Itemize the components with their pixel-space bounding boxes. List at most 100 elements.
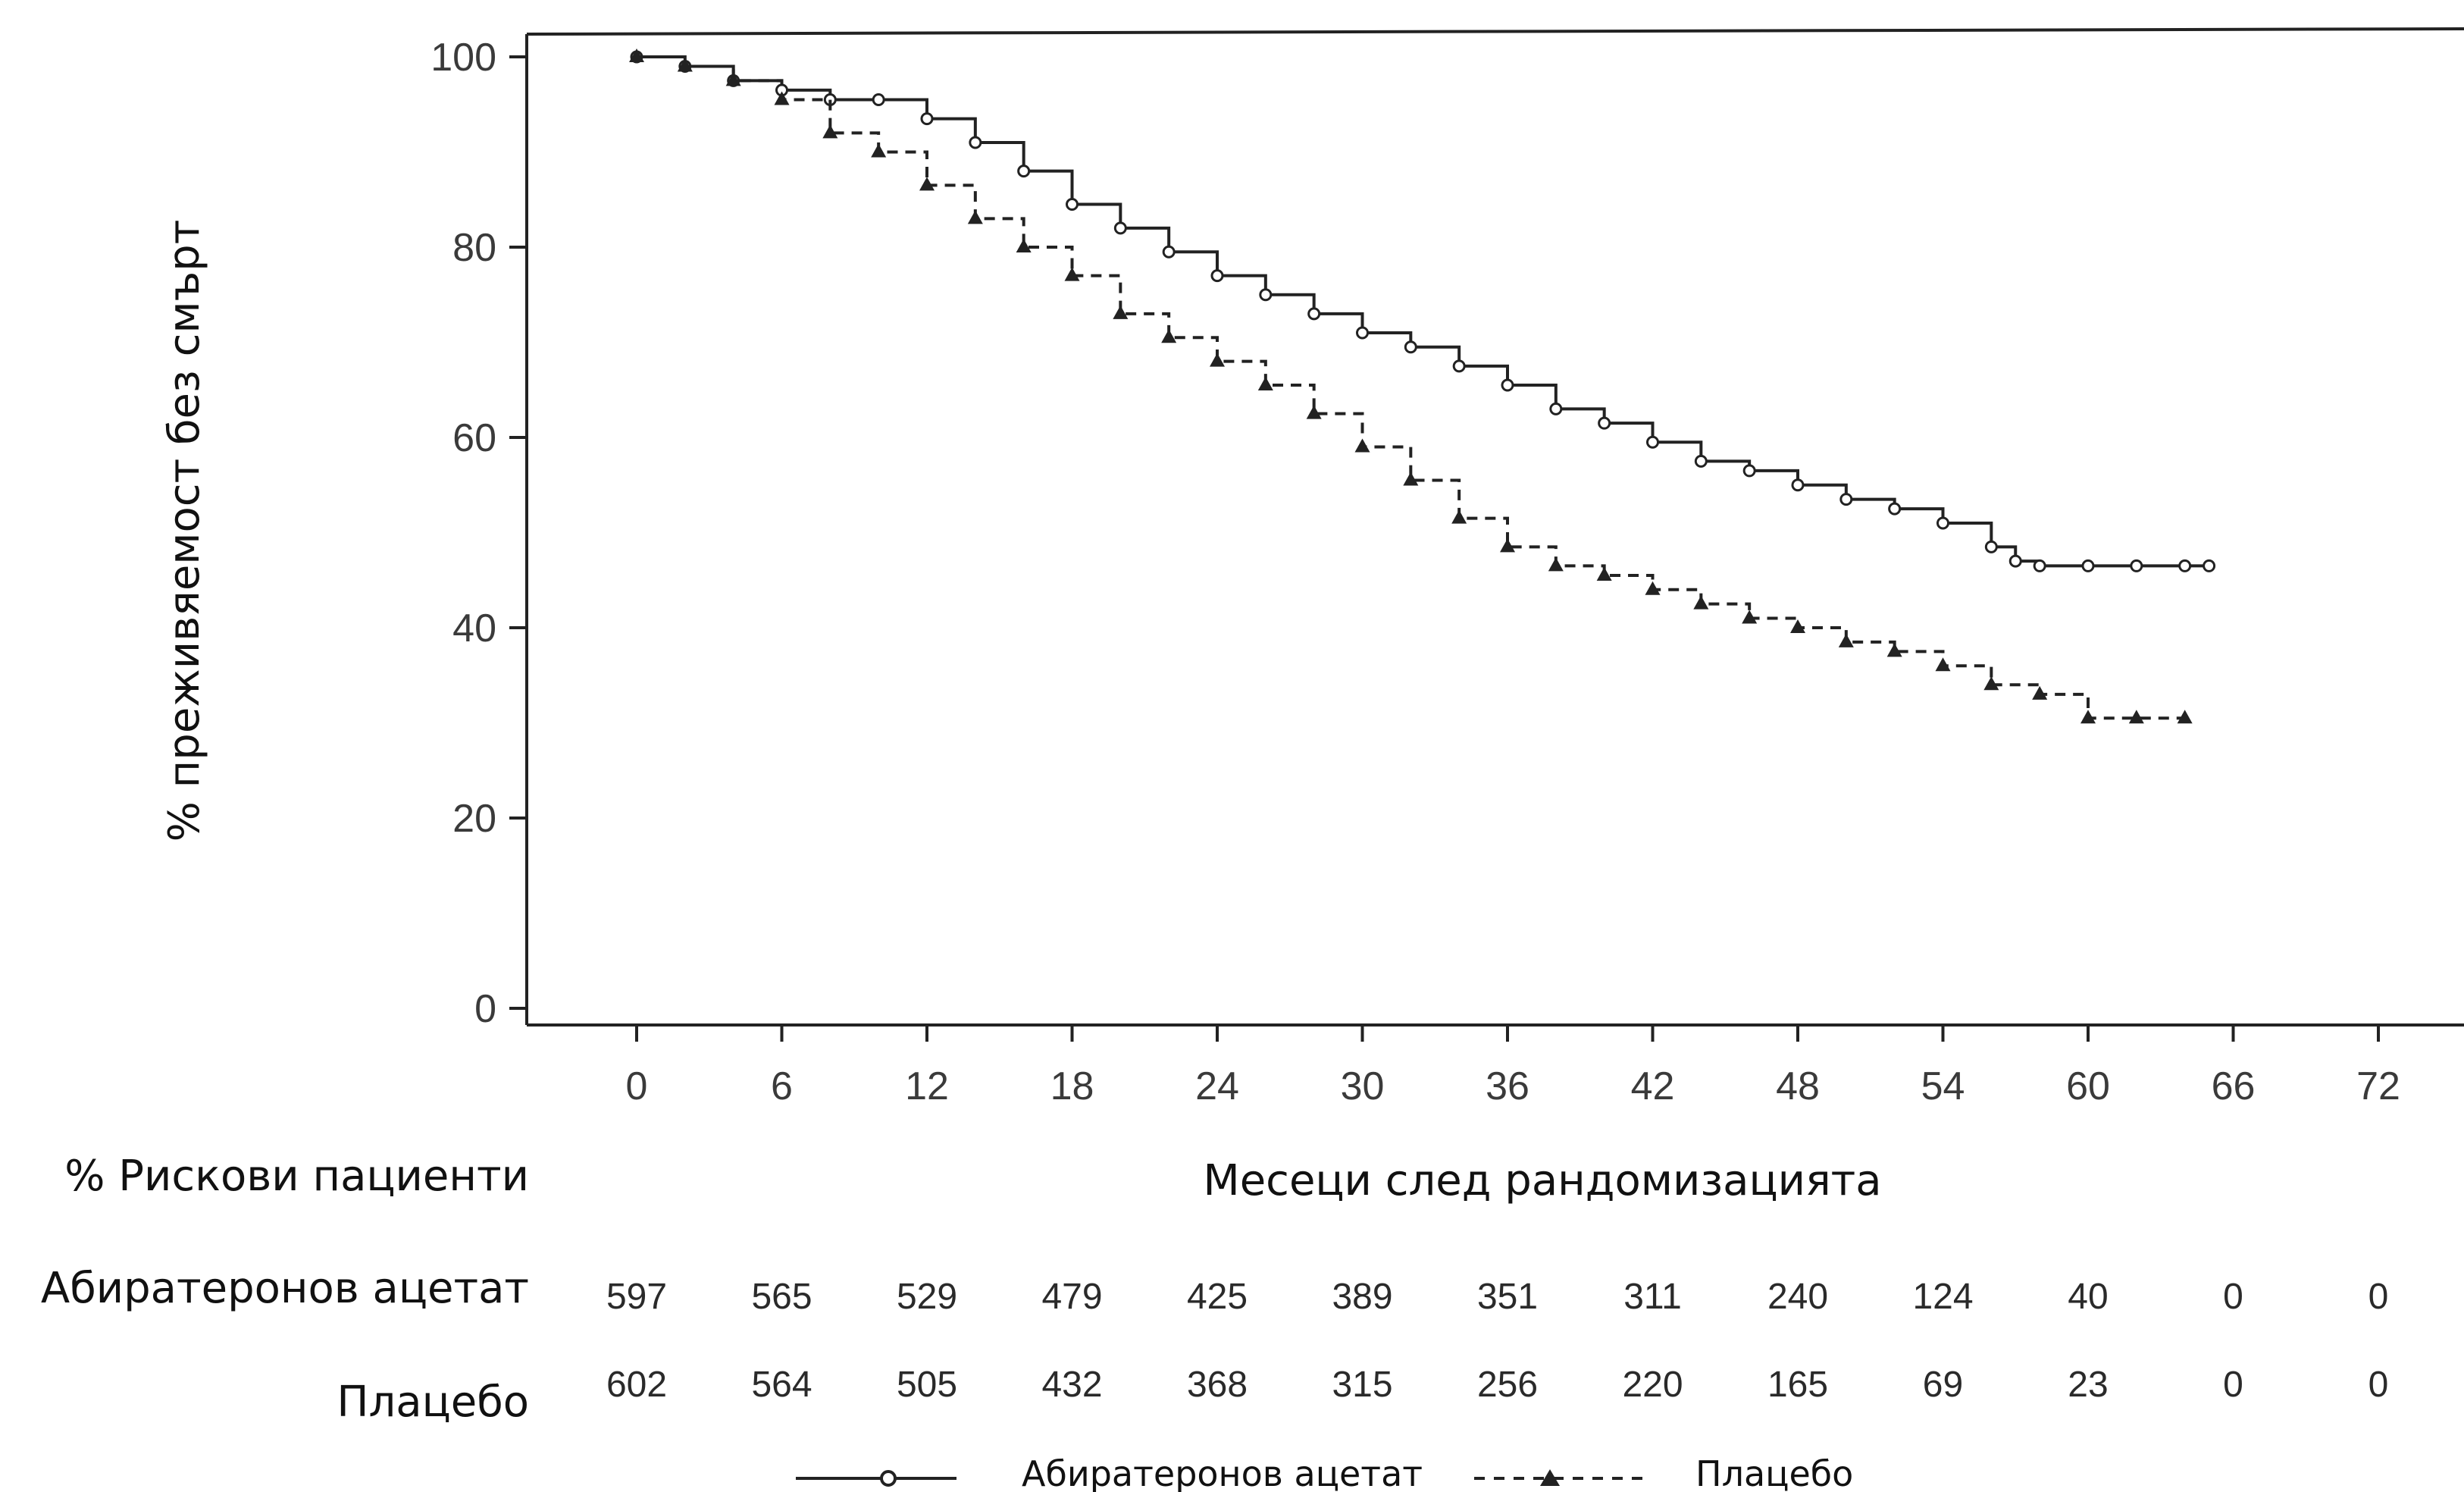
series-point-triangle (1935, 657, 1951, 672)
series-point-triangle (1983, 676, 1999, 691)
series-point-triangle (1500, 538, 1515, 553)
series-point-circle (1452, 359, 1466, 373)
risk-table-cell: 315 (1332, 1365, 1392, 1405)
risk-table-values: 597 565 529 479 425 389 351 311 240 124 40 0 0 602 564… (606, 1277, 2388, 1405)
series-point-triangle (822, 124, 838, 139)
risk-table-cell: 311 (1623, 1277, 1682, 1317)
series-point-circle (2033, 559, 2046, 572)
x-tick-label: 30 (1341, 1064, 1385, 1108)
series-point-circle (1210, 269, 1224, 283)
series-point-triangle (1257, 376, 1273, 390)
risk-table-title: % Рискови пациенти (64, 1152, 529, 1201)
series-point-circle (1259, 288, 1273, 302)
series-point-triangle (2128, 710, 2144, 724)
x-tick-label: 0 (626, 1064, 648, 1108)
series-point-circle (1984, 540, 1998, 553)
series-point-triangle (1306, 405, 1322, 419)
y-axis-title: % преживяемост без смърт (160, 220, 209, 842)
series-point-triangle (1403, 472, 1419, 486)
risk-table-cell: 389 (1332, 1277, 1392, 1317)
legend-label-abiraterone: Абиратеронов ацетат (1022, 1453, 1423, 1492)
x-tick-label: 18 (1050, 1064, 1094, 1108)
series-point-circle (1646, 435, 1659, 449)
series-point-circle (872, 92, 885, 106)
series-point-circle (1307, 307, 1321, 321)
y-axis-ticks: 0 20 40 60 80 100 (430, 36, 527, 1031)
x-tick-label: 42 (1631, 1064, 1675, 1108)
risk-table-cell: 124 (1912, 1277, 1973, 1317)
risk-table-cell: 0 (2223, 1365, 2243, 1405)
series-point-triangle (1064, 267, 1080, 281)
x-tick-label: 36 (1486, 1064, 1529, 1108)
series-point-circle (1742, 464, 1756, 478)
risk-table-cell: 40 (2068, 1277, 2108, 1317)
series-point-circle (1791, 478, 1805, 492)
series-point-circle (2203, 559, 2216, 572)
risk-table-cell: 256 (1477, 1365, 1538, 1405)
series-point-triangle (1790, 619, 1805, 633)
y-tick-label: 60 (452, 416, 496, 460)
series-point-circle (2008, 554, 2022, 568)
series-point-circle (1113, 221, 1127, 235)
series-point-triangle (774, 91, 790, 105)
x-tick-label: 60 (2066, 1064, 2110, 1108)
series-point-triangle (1693, 595, 1709, 610)
series-point-triangle (725, 72, 741, 86)
x-tick-label: 12 (905, 1064, 949, 1108)
series-point-triangle (1016, 239, 1032, 252)
series-point-triangle (1113, 305, 1129, 319)
series-point-triangle (1886, 643, 1902, 657)
series-point-triangle (1451, 509, 1467, 524)
series-point-circle (1162, 245, 1176, 259)
series-point-circle (1017, 165, 1031, 178)
series-point-circle (2130, 559, 2143, 572)
risk-table-cell: 479 (1041, 1277, 1102, 1317)
series-point-circle (1549, 402, 1563, 415)
y-tick-label: 80 (452, 226, 496, 270)
series-point-triangle (919, 177, 935, 191)
series-point-circle (1501, 378, 1514, 392)
series-point-triangle (1838, 633, 1854, 647)
risk-row-label-abiraterone: Абиратеронов ацетат (41, 1264, 529, 1313)
y-tick-label: 0 (474, 987, 496, 1031)
risk-table-cell: 505 (897, 1365, 957, 1405)
series-point-triangle (2080, 710, 2096, 724)
series-point-triangle (1596, 566, 1612, 581)
risk-table-cell: 23 (2068, 1365, 2108, 1405)
series-point-triangle (2177, 710, 2193, 724)
risk-table-cell: 0 (2369, 1365, 2389, 1405)
risk-table-cell: 0 (2369, 1277, 2389, 1317)
series-point-circle (2081, 559, 2095, 572)
risk-table: % Рискови пациенти Абиратеронов ацетат П… (41, 1152, 2388, 1427)
series-point-circle (920, 112, 934, 126)
legend-label-placebo: Плацебо (1695, 1453, 1853, 1492)
risk-table-cell: 240 (1767, 1277, 1828, 1317)
risk-table-cell: 165 (1767, 1365, 1828, 1405)
series-point-circle (1888, 502, 1902, 516)
risk-table-cell: 529 (897, 1277, 957, 1317)
y-tick-label: 20 (452, 797, 496, 841)
legend-marker-triangle-icon (1540, 1469, 1560, 1486)
series-point-triangle (1354, 438, 1370, 453)
x-tick-label: 48 (1776, 1064, 1820, 1108)
series-line-placebo (637, 55, 2185, 720)
x-tick-label: 72 (2356, 1064, 2400, 1108)
series-point-triangle (629, 49, 644, 62)
series-point-triangle (1210, 353, 1225, 367)
series-point-circle (1356, 326, 1369, 340)
series-point-circle (1839, 493, 1853, 506)
series-point-triangle (1548, 557, 1564, 572)
risk-table-cell: 368 (1187, 1365, 1248, 1405)
y-tick-label: 100 (430, 36, 496, 80)
legend: Абиратеронов ацетат Плацебо (796, 1453, 1853, 1492)
x-tick-label: 24 (1195, 1064, 1239, 1108)
series-line-abiraterone (637, 55, 2209, 568)
series-point-triangle (871, 143, 887, 158)
risk-table-cell: 351 (1477, 1277, 1538, 1317)
series-point-circle (1066, 198, 1079, 212)
risk-table-cell: 220 (1622, 1365, 1683, 1405)
plot-frame (525, 27, 2464, 1027)
series-point-triangle (1645, 581, 1661, 595)
x-tick-label: 66 (2212, 1064, 2256, 1108)
